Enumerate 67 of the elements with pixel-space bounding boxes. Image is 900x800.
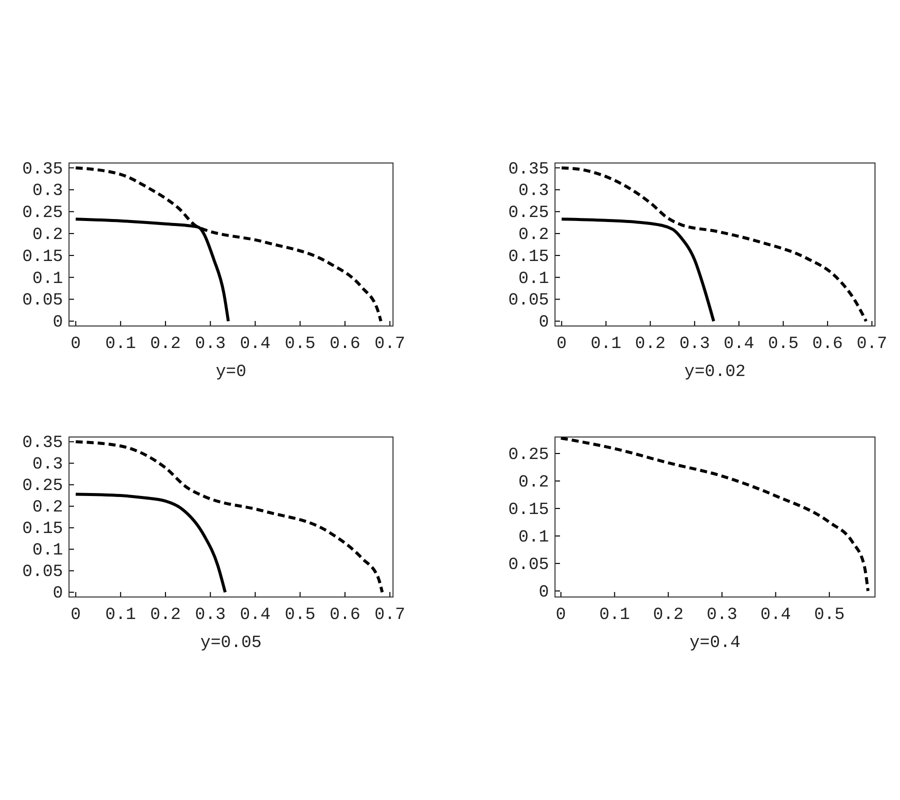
y-tick-label: 0.25 <box>508 446 549 465</box>
y-tick-label: 0 <box>538 583 549 602</box>
y-tick-label: 0.2 <box>518 473 549 492</box>
y-tick-label: 0.35 <box>22 434 63 454</box>
x-tick-label: 0.2 <box>652 606 684 626</box>
y-tick-label: 0.15 <box>508 500 549 520</box>
y-tick-label: 0.05 <box>508 556 549 575</box>
y-tick-label: 0.15 <box>22 248 63 267</box>
x-axis-title: y=0.05 <box>200 634 262 653</box>
x-axis-title: y=0.02 <box>684 363 746 382</box>
y-tick-label: 0.35 <box>22 160 63 180</box>
x-tick-label: 0.4 <box>240 606 271 626</box>
line-series <box>559 437 870 592</box>
y-tick-label: 0.1 <box>518 528 549 548</box>
x-tick-label: 0.6 <box>330 335 360 354</box>
x-tick-label: 0.5 <box>284 335 316 354</box>
y-tick-label: 0.2 <box>32 226 63 245</box>
y-tick-label: 0.25 <box>22 477 63 496</box>
x-tick-label: 0 <box>556 335 567 354</box>
x-tick-label: 0 <box>70 606 81 626</box>
x-tick-label: 0.1 <box>590 335 622 354</box>
y-tick-label: 0.3 <box>32 456 63 475</box>
x-tick-label: 0.3 <box>195 606 226 626</box>
x-tick-label: 0.3 <box>706 606 738 626</box>
x-tick-label: 0.1 <box>105 606 136 626</box>
x-tick-label: 0.7 <box>374 606 406 626</box>
x-tick-label: 0.4 <box>724 335 754 354</box>
x-tick-label: 0.3 <box>679 335 710 354</box>
y-tick-label: 0.1 <box>32 542 63 561</box>
y-tick-label: 0.15 <box>508 248 549 267</box>
x-tick-label: 0 <box>556 606 566 626</box>
x-tick-label: 0.7 <box>856 335 888 354</box>
line-series <box>560 218 716 323</box>
y-tick-label: 0.25 <box>22 204 63 224</box>
y-tick-label: 0.1 <box>518 270 549 289</box>
x-tick-label: 0.1 <box>599 606 630 626</box>
line-series <box>74 492 227 594</box>
y-tick-label: 0 <box>52 584 63 604</box>
x-axis-title: y=0.4 <box>689 634 741 653</box>
y-tick-label: 0.05 <box>508 292 549 311</box>
y-tick-label: 0.25 <box>508 204 549 224</box>
x-tick-label: 0.4 <box>760 606 791 626</box>
y-tick-label: 0.3 <box>32 182 63 202</box>
x-tick-label: 0.6 <box>330 606 360 626</box>
y-tick-label: 0.35 <box>508 160 549 180</box>
x-tick-label: 0.4 <box>240 335 271 354</box>
y-tick-label: 0.3 <box>518 182 549 202</box>
y-tick-label: 0.2 <box>32 498 63 518</box>
y-tick-label: 0.1 <box>32 270 63 289</box>
x-tick-label: 0.2 <box>150 606 181 626</box>
x-tick-label: 0 <box>70 335 81 354</box>
y-tick-label: 0 <box>52 314 63 333</box>
x-tick-label: 0.2 <box>634 335 666 354</box>
y-tick-label: 0.05 <box>22 563 63 582</box>
y-tick-label: 0 <box>538 314 549 333</box>
y-tick-label: 0.15 <box>22 520 63 540</box>
x-tick-label: 0.6 <box>812 335 843 354</box>
x-tick-label: 0.5 <box>768 335 799 354</box>
x-tick-label: 0.2 <box>150 335 181 354</box>
x-tick-label: 0.1 <box>105 335 136 354</box>
x-tick-label: 0.7 <box>374 335 406 354</box>
x-axis-title: y=0 <box>216 363 246 382</box>
x-tick-label: 0.5 <box>284 606 316 626</box>
y-tick-label: 0.05 <box>22 292 63 311</box>
x-tick-label: 0.3 <box>195 335 226 354</box>
y-tick-label: 0.2 <box>518 226 549 245</box>
x-tick-label: 0.5 <box>814 606 845 626</box>
